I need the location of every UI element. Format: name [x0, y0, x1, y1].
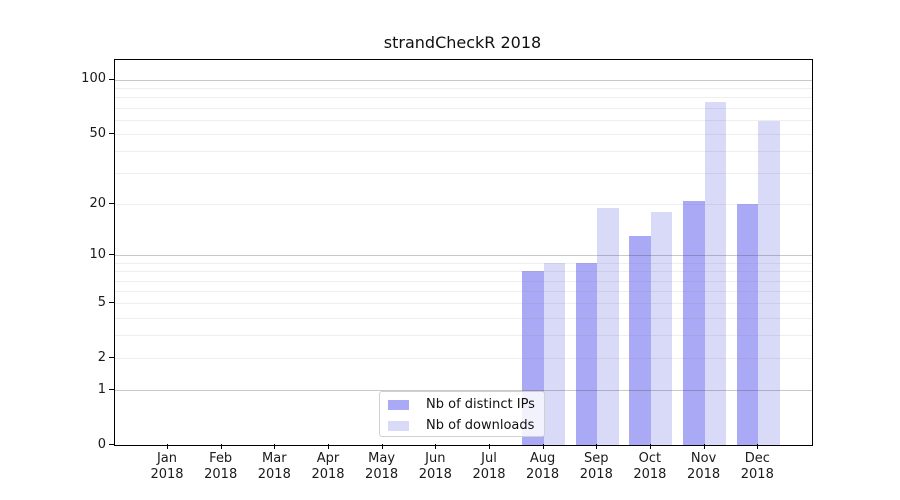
- y-tick-label: 2: [97, 349, 106, 365]
- legend-swatch-downloads: [388, 421, 409, 431]
- y-tick-label: 0: [97, 436, 106, 452]
- x-tick: [381, 444, 383, 449]
- x-tick: [757, 444, 759, 449]
- x-tick: [328, 444, 329, 449]
- x-tick-label-aug: Aug 2018: [526, 451, 560, 482]
- y-tick-label: 1: [97, 381, 106, 397]
- minor-gridline: [115, 97, 812, 99]
- x-tick-label-dec: Dec 2018: [740, 451, 774, 482]
- bar-downloads-oct: [650, 212, 673, 445]
- major-gridline: [115, 79, 812, 81]
- legend-swatch-distinct-ips: [388, 400, 409, 410]
- y-tick: [109, 78, 114, 80]
- x-tick-label-jul: Jul 2018: [472, 451, 506, 482]
- y-tick: [109, 203, 114, 205]
- x-tick: [274, 444, 276, 449]
- x-tick-label-oct: Oct 2018: [633, 451, 667, 482]
- y-tick-label: 20: [89, 195, 106, 211]
- x-tick-label-may: May 2018: [365, 451, 399, 482]
- bar-downloads-nov: [704, 102, 727, 445]
- x-tick: [489, 444, 490, 449]
- y-tick-label: 5: [97, 294, 106, 310]
- plot-area: Nb of distinct IPs Nb of downloads: [114, 59, 813, 446]
- x-tick-label-jun: Jun 2018: [418, 451, 452, 482]
- x-tick-label-feb: Feb 2018: [204, 451, 238, 482]
- y-tick: [109, 254, 114, 256]
- y-tick-label: 50: [89, 125, 106, 141]
- bar-ips-oct: [629, 236, 651, 445]
- y-tick: [109, 302, 114, 304]
- minor-gridline: [115, 88, 812, 90]
- legend-label-distinct-ips: Nb of distinct IPs: [426, 397, 535, 412]
- bar-downloads-sep: [597, 208, 619, 445]
- x-tick: [596, 444, 598, 449]
- bar-ips-nov: [683, 200, 705, 445]
- x-tick: [167, 444, 168, 449]
- x-tick-label-sep: Sep 2018: [579, 451, 613, 482]
- y-tick: [109, 357, 114, 359]
- x-tick-label-jan: Jan 2018: [150, 451, 184, 482]
- bar-downloads-aug: [543, 262, 566, 445]
- bar-downloads-dec: [758, 121, 780, 445]
- x-tick: [703, 444, 705, 449]
- legend: Nb of distinct IPs Nb of downloads: [379, 391, 545, 437]
- y-tick: [109, 444, 114, 445]
- bar-ips-sep: [575, 262, 598, 445]
- bar-ips-dec: [736, 204, 759, 445]
- legend-label-downloads: Nb of downloads: [426, 418, 535, 433]
- y-tick: [109, 389, 114, 391]
- x-tick-label-apr: Apr 2018: [311, 451, 345, 482]
- y-tick: [109, 133, 114, 134]
- y-tick-label: 100: [81, 71, 106, 87]
- x-tick-label-mar: Mar 2018: [257, 451, 291, 482]
- x-tick: [649, 444, 651, 449]
- chart-title: strandCheckR 2018: [383, 33, 542, 52]
- x-tick-label-nov: Nov 2018: [687, 451, 721, 482]
- x-tick: [220, 444, 222, 449]
- x-tick: [542, 444, 544, 449]
- x-tick: [435, 444, 437, 449]
- y-tick-label: 10: [89, 246, 106, 262]
